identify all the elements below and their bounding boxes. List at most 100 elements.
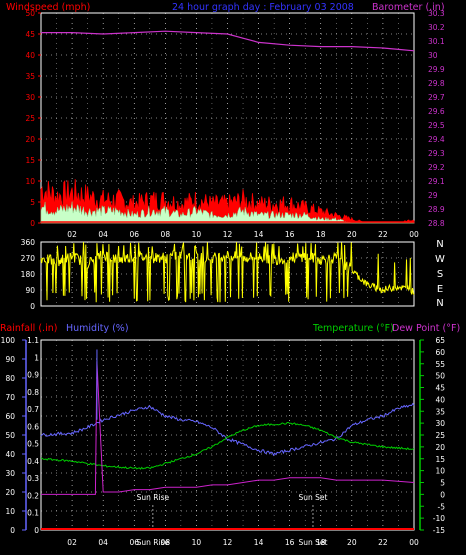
wind-y-tick: 50 xyxy=(25,9,35,18)
wind-y-tick: 30 xyxy=(25,93,35,102)
rain-y-tick: 1 xyxy=(34,353,39,362)
wind-x-tick: 04 xyxy=(98,230,108,239)
barometer-series xyxy=(41,30,415,52)
dir-y-tick: 180 xyxy=(21,270,36,279)
dir-y-tick: 90 xyxy=(25,286,35,295)
baro-y-tick: 29 xyxy=(428,191,438,200)
windspeed-series xyxy=(40,179,415,224)
compass-label: S xyxy=(437,269,443,280)
baro-y-tick: 29.5 xyxy=(428,121,445,130)
humidity-y-tick: 30 xyxy=(5,469,15,478)
rain-y-tick: 1.1 xyxy=(27,336,39,345)
temperature-y-tick: 60 xyxy=(435,348,445,357)
wind-y-tick: 25 xyxy=(25,114,35,123)
temperature-title: Temperature (°F) xyxy=(312,323,394,334)
baro-y-tick: 30 xyxy=(428,51,438,60)
temperature-y-tick: 10 xyxy=(435,467,445,476)
rain-y-tick: 0.7 xyxy=(27,405,39,414)
climate-x-tick: 04 xyxy=(98,538,108,547)
temperature-series xyxy=(40,422,415,470)
temperature-y-tick: 30 xyxy=(435,419,445,428)
baro-y-tick: 28.8 xyxy=(428,219,445,228)
sun-label: Sun Rise xyxy=(137,493,170,502)
rainfall-title: Rainfall (.in) xyxy=(0,323,57,334)
sun-label: Sun Set xyxy=(298,493,327,502)
baro-y-tick: 30.2 xyxy=(428,23,445,32)
wind-x-tick: 16 xyxy=(285,230,295,239)
dewpoint-title: Dew Point (°F) xyxy=(392,323,460,334)
baro-y-tick: 29.7 xyxy=(428,93,445,102)
humidity-y-tick: 20 xyxy=(5,488,15,497)
barometer-title: Barometer (.in) xyxy=(372,2,445,13)
wind-x-tick: 08 xyxy=(161,230,171,239)
sun-axis-label: Sun Set xyxy=(298,538,327,547)
humidity-series xyxy=(40,402,415,457)
climate-x-tick: 00 xyxy=(409,538,419,547)
baro-y-tick: 29.4 xyxy=(428,135,445,144)
humidity-y-tick: 70 xyxy=(5,393,15,402)
humidity-y-tick: 90 xyxy=(5,355,15,364)
wind-y-tick: 5 xyxy=(30,198,35,207)
baro-y-tick: 30.3 xyxy=(428,9,445,18)
climate-x-tick: 16 xyxy=(285,538,295,547)
baro-y-tick: 29.6 xyxy=(428,107,445,116)
rain-y-tick: 0.2 xyxy=(27,491,39,500)
temperature-y-tick: 65 xyxy=(435,336,445,345)
baro-y-tick: 29.1 xyxy=(428,177,445,186)
wind-y-tick: 10 xyxy=(25,177,35,186)
climate-x-tick: 10 xyxy=(192,538,202,547)
temperature-y-tick: -15 xyxy=(433,526,445,535)
wind-y-tick: 45 xyxy=(25,30,35,39)
dir-y-tick: 270 xyxy=(21,254,36,263)
wind-x-tick: 10 xyxy=(192,230,202,239)
rain-y-tick: 0.1 xyxy=(27,509,39,518)
climate-x-tick: 12 xyxy=(223,538,233,547)
baro-y-tick: 28.9 xyxy=(428,205,445,214)
humidity-y-tick: 100 xyxy=(1,336,16,345)
baro-y-tick: 29.9 xyxy=(428,65,445,74)
temperature-y-tick: 55 xyxy=(435,360,445,369)
temperature-y-tick: 35 xyxy=(435,407,445,416)
climate-x-tick: 22 xyxy=(378,538,388,547)
baro-y-tick: 29.2 xyxy=(428,163,445,172)
dir-y-tick: 0 xyxy=(30,302,35,311)
temperature-y-tick: 20 xyxy=(435,443,445,452)
climate-x-tick: 06 xyxy=(129,538,139,547)
humidity-y-tick: 0 xyxy=(10,526,15,535)
temperature-y-tick: 40 xyxy=(435,395,445,404)
humidity-y-tick: 60 xyxy=(5,412,15,421)
humidity-title: Humidity (%) xyxy=(66,323,129,334)
humidity-y-tick: 40 xyxy=(5,450,15,459)
baro-y-tick: 30.1 xyxy=(428,37,445,46)
wind-panel: 0 5 10 15 20 25 30 35 40 45 50 28.8 28.9 29 29.1 29.2 29… xyxy=(25,9,444,239)
wind-y-tick: 35 xyxy=(25,72,35,81)
temperature-y-tick: -10 xyxy=(433,514,445,523)
temperature-y-tick: 15 xyxy=(435,455,445,464)
rain-y-tick: 0.4 xyxy=(27,457,39,466)
rain-y-tick: 0.3 xyxy=(27,474,39,483)
climate-x-tick: 14 xyxy=(254,538,264,547)
wind-x-tick: 18 xyxy=(316,230,326,239)
wind-y-tick: 0 xyxy=(30,219,35,228)
sun-axis-label: Sun Rise xyxy=(137,538,170,547)
rain-y-tick: 0.8 xyxy=(27,388,39,397)
compass-label: E xyxy=(437,284,443,295)
wind-x-tick: 06 xyxy=(129,230,139,239)
windspeed-title: Windspeed (mph) xyxy=(6,2,90,13)
temperature-y-tick: 25 xyxy=(435,431,445,440)
baro-y-tick: 29.3 xyxy=(428,149,445,158)
dir-y-tick: 360 xyxy=(21,238,36,247)
humidity-y-tick: 10 xyxy=(5,507,15,516)
temperature-y-tick: 0 xyxy=(440,490,445,499)
temperature-y-tick: -5 xyxy=(438,502,446,511)
temperature-y-tick: 45 xyxy=(435,384,445,393)
climate-x-tick: 18 xyxy=(316,538,326,547)
rain-y-tick: 0.9 xyxy=(27,371,39,380)
compass-label: N xyxy=(436,298,443,309)
temperature-y-tick: 5 xyxy=(440,479,445,488)
humidity-y-tick: 80 xyxy=(5,374,15,383)
graph-title: 24 hour graph day : February 03 2008 xyxy=(172,2,354,13)
wind-average-series xyxy=(40,201,414,224)
